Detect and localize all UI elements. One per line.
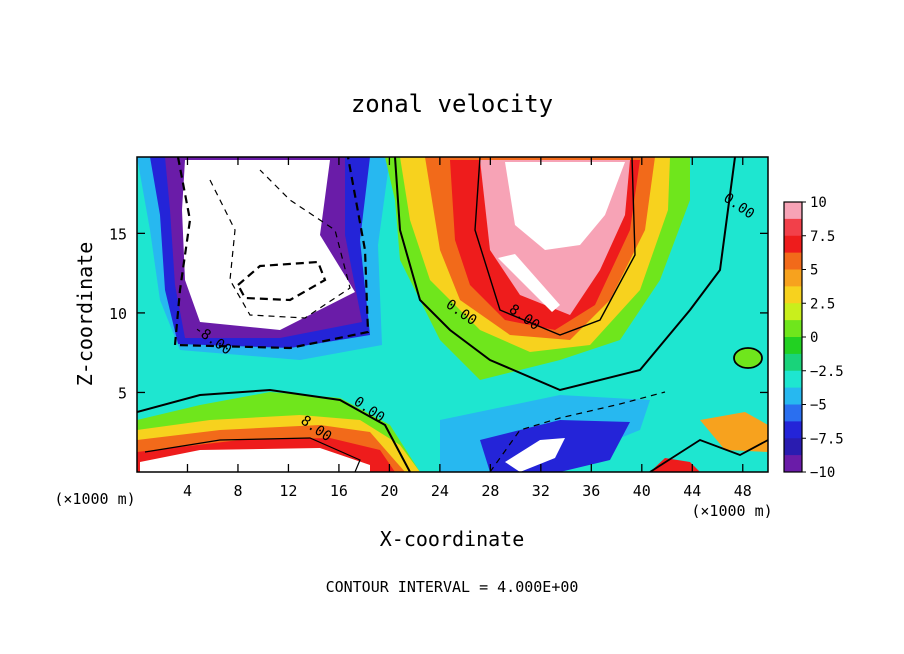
- x-tick-label: 40: [633, 482, 651, 500]
- plot-frame: [136, 156, 769, 473]
- colorbar-swatch: [784, 404, 802, 422]
- colorbar-tick-label: 10: [810, 195, 827, 211]
- colorbar-swatch: [784, 353, 802, 372]
- x-tick-label: 24: [431, 482, 449, 500]
- colorbar-swatch: [784, 202, 802, 220]
- velocity-field: [137, 157, 768, 472]
- colorbar-swatch: [784, 438, 802, 456]
- colorbar-tick-label: −2.5: [810, 364, 844, 380]
- colorbar-swatch: [784, 370, 802, 389]
- x-tick-label: 12: [279, 482, 297, 500]
- chart-title: zonal velocity: [351, 90, 553, 118]
- x-axis-label: X-coordinate: [380, 527, 525, 551]
- colorbar-tick-label: −5: [810, 398, 827, 414]
- plot-area: 0.008.000.00-8.000.008.00: [136, 156, 769, 473]
- colorbar-tick-label: 2.5: [810, 296, 835, 312]
- colorbar-swatch: [784, 421, 802, 439]
- colorbar-swatch: [784, 303, 802, 321]
- colorbar-swatch: [784, 337, 802, 355]
- x-tick-label: 36: [582, 482, 600, 500]
- colorbar-swatch: [784, 269, 802, 287]
- colorbar-tick-label: −7.5: [810, 431, 844, 447]
- y-tick-label: 10: [109, 305, 127, 323]
- contour-interval-note: CONTOUR INTERVAL = 4.000E+00: [326, 578, 579, 596]
- colorbar-swatch: [784, 218, 802, 237]
- x-tick-label: 4: [183, 482, 192, 500]
- colorbar-swatch: [784, 252, 802, 270]
- y-axis-label: Z-coordinate: [73, 242, 97, 387]
- contour-lines: [137, 157, 768, 472]
- y-axis: 5 10 15: [109, 225, 768, 402]
- colorbar-swatch: [784, 286, 802, 304]
- x-tick-label: 48: [734, 482, 752, 500]
- x-tick-label: 28: [481, 482, 499, 500]
- colorbar-tick-label: 5: [810, 263, 818, 279]
- x-tick-label: 32: [532, 482, 550, 500]
- colorbar: 10 7.5 5 2.5 0 −2.5 −5 −7.5 −10: [783, 195, 844, 481]
- colorbar-swatch: [784, 455, 802, 473]
- x-tick-label: 8: [233, 482, 242, 500]
- y-tick-label: 5: [118, 384, 127, 402]
- colorbar-tick-label: −10: [810, 465, 835, 481]
- colorbar-swatch: [784, 235, 802, 254]
- x-tick-label: 20: [380, 482, 398, 500]
- x-unit-label: (×1000 m): [691, 502, 772, 520]
- x-tick-label: 16: [330, 482, 348, 500]
- colorbar-tick-label: 0: [810, 330, 818, 346]
- y-tick-label: 15: [109, 225, 127, 243]
- colorbar-swatch: [784, 320, 802, 338]
- x-tick-label: 44: [683, 482, 701, 500]
- colorbar-tick-label: 7.5: [810, 229, 835, 245]
- y-unit-label: (×1000 m): [54, 490, 135, 508]
- colorbar-swatch: [784, 387, 802, 405]
- x-axis: 4 8 12 16 20 24 28 32 36 40 44 48: [183, 157, 752, 500]
